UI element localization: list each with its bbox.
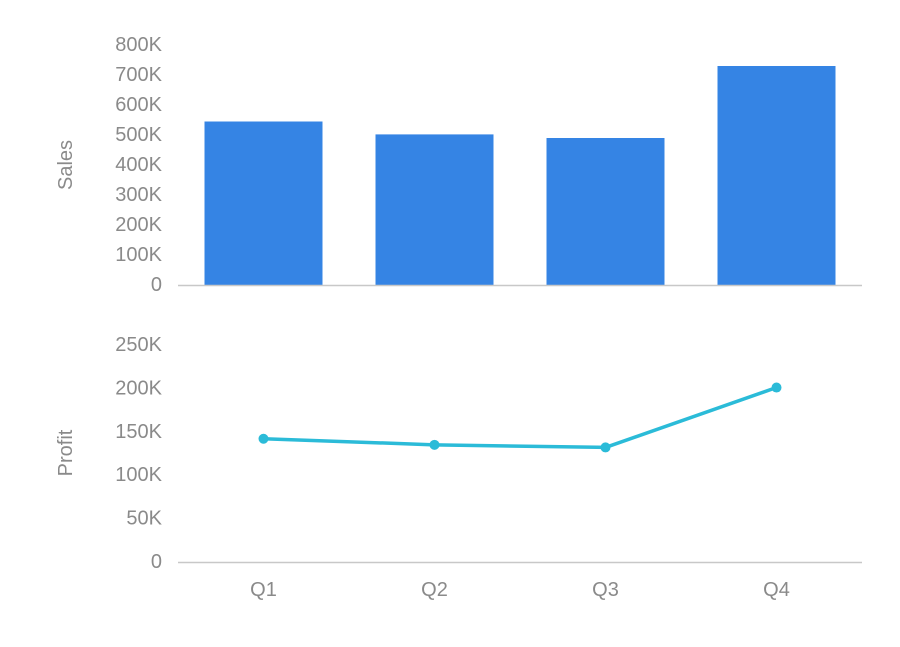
sales-bar-q2 [375,134,494,285]
profit-y-tick-0: 0 [151,551,162,573]
profit-y-tick-250k: 250K [115,334,162,356]
profit-y-tick-100k: 100K [115,464,162,486]
sales-bar-q3 [546,138,665,285]
sales-bars [204,66,836,285]
x-tick-q3: Q3 [592,579,619,601]
profit-point-q4 [771,382,782,393]
quarter-x-ticks: Q1 Q2 Q3 Q4 [250,579,790,601]
profit-line-panel: Profit 0 50K 100K 150K 200K 250K Q1 Q2 Q3 Q4 [55,334,862,601]
sales-bar-q1 [204,121,323,285]
x-tick-q4: Q4 [763,579,790,601]
sales-y-tick-400k: 400K [115,154,162,176]
sales-y-ticks: 0 100K 200K 300K 400K 500K 600K 700K 800K [115,34,162,296]
profit-series-line [261,385,779,450]
sales-y-tick-0: 0 [151,274,162,296]
profit-axis-title: Profit [55,429,77,476]
sales-y-tick-800k: 800K [115,34,162,56]
profit-point-q2 [429,439,440,450]
profit-points [258,382,782,453]
sales-y-tick-700k: 700K [115,64,162,86]
sales-y-tick-200k: 200K [115,214,162,236]
sales-bar-panel: Sales 0 100K 200K 300K 400K 500K 600K 700K 800K [55,34,862,296]
sales-y-tick-600k: 600K [115,94,162,116]
profit-point-q3 [600,442,611,453]
sales-y-tick-100k: 100K [115,244,162,266]
sales-y-tick-300k: 300K [115,184,162,206]
profit-point-q1 [258,433,269,444]
sales-y-tick-500k: 500K [115,124,162,146]
profit-y-tick-200k: 200K [115,377,162,399]
sales-axis-title: Sales [55,140,77,190]
x-tick-q2: Q2 [421,579,448,601]
profit-y-tick-50k: 50K [126,508,162,530]
profit-y-tick-150k: 150K [115,421,162,443]
profit-y-ticks: 0 50K 100K 150K 200K 250K [115,334,162,573]
sales-bar-q4 [717,66,836,285]
x-tick-q1: Q1 [250,579,277,601]
